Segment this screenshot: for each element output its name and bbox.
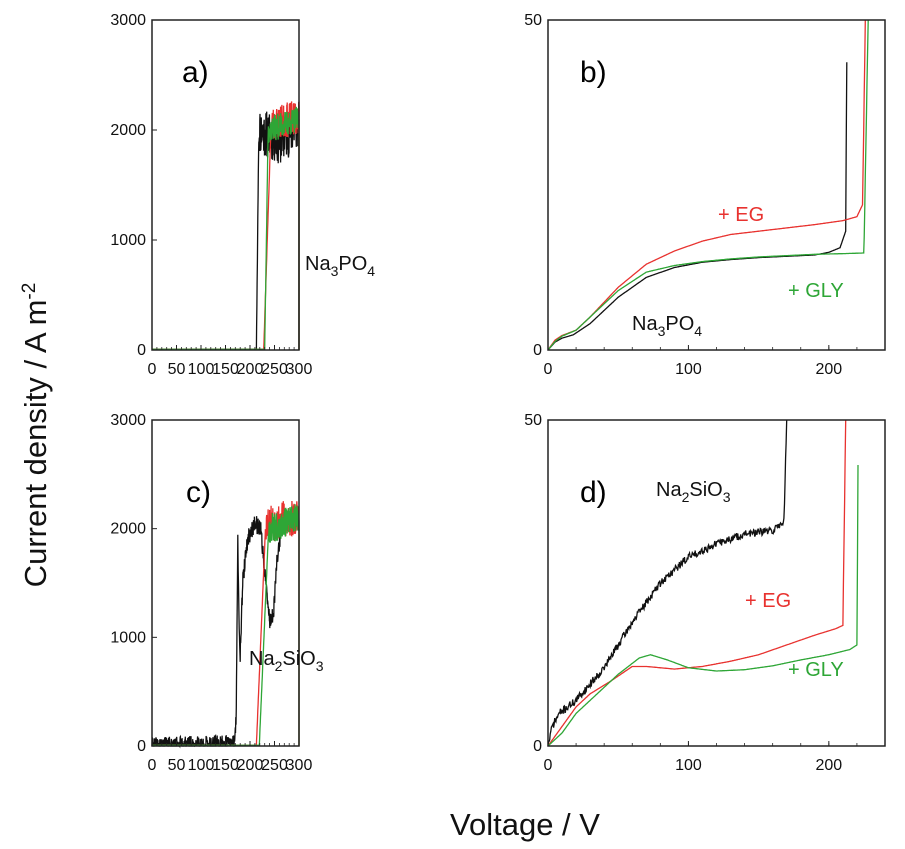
x-tick-label: 50: [168, 361, 186, 378]
y-tick-label: 50: [524, 412, 542, 429]
x-tick-label: 250: [261, 361, 288, 378]
x-tick-label: 150: [212, 757, 239, 774]
panel-b: 0 100 200 0 50 b) + EG + GLY Na3PO4: [524, 12, 886, 378]
series-layer: [152, 101, 300, 350]
x-tick-label: 50: [168, 757, 186, 774]
series-line-eg: [547, 419, 847, 747]
x-tick-label: 0: [148, 361, 157, 378]
y-tick-label: 0: [137, 738, 146, 755]
annotation-gly: + GLY: [788, 659, 844, 681]
annotation-na3po4: Na3PO4: [632, 313, 702, 339]
series-line-na: [152, 102, 300, 350]
y-tick-label: 0: [533, 738, 542, 755]
x-tick-label: 0: [148, 757, 157, 774]
tick-layer: 0 100 200 0 50: [524, 412, 886, 774]
x-tick-label: 100: [675, 757, 702, 774]
x-tick-label: 200: [815, 757, 842, 774]
panel-d: 0 100 200 0 50 d) Na2SiO3 + EG + GLY: [524, 412, 886, 774]
y-tick-label: 50: [524, 12, 542, 29]
annotation-eg: + EG: [718, 204, 764, 226]
series-line-gly: [152, 504, 300, 746]
tick-layer: 0 100 200 0 50: [524, 12, 886, 378]
panel-label: d): [580, 476, 607, 509]
series-layer: [151, 500, 300, 749]
x-tick-label: 0: [544, 757, 553, 774]
panel-label: c): [186, 476, 211, 509]
series-line-na: [151, 510, 300, 749]
y-tick-label: 3000: [110, 412, 146, 429]
plot-frame: [547, 419, 886, 747]
annotation-na2sio3: Na2SiO3: [249, 648, 324, 674]
y-tick-label: 2000: [110, 122, 146, 139]
series-line-gly: [547, 464, 859, 747]
annotation-na2sio3: Na2SiO3: [656, 479, 731, 505]
plot-frame: [151, 19, 300, 351]
x-tick-label: 200: [237, 361, 264, 378]
x-tick-label: 200: [815, 361, 842, 378]
y-tick-label: 0: [533, 342, 542, 359]
annotation-gly: + GLY: [788, 280, 844, 302]
y-tick-label: 2000: [110, 521, 146, 538]
plot-frame: [151, 419, 300, 747]
series-layer: [547, 419, 859, 747]
y-tick-label: 1000: [110, 232, 146, 249]
x-tick-label: 200: [237, 757, 264, 774]
series-line-eg: [547, 19, 866, 351]
series-line-gly: [547, 19, 869, 351]
series-line-na: [547, 419, 788, 747]
annotation-eg: + EG: [745, 590, 791, 612]
panel-label: b): [580, 56, 607, 89]
series-line-na: [547, 62, 848, 351]
x-tick-label: 300: [286, 757, 313, 774]
x-tick-label: 150: [212, 361, 239, 378]
x-tick-label: 250: [261, 757, 288, 774]
y-tick-label: 3000: [110, 12, 146, 29]
x-tick-label: 100: [188, 361, 215, 378]
y-tick-label: 1000: [110, 629, 146, 646]
series-layer: [547, 19, 869, 351]
y-axis-title: Current density / A m-2: [18, 283, 53, 588]
panel-label: a): [182, 56, 209, 89]
y-tick-label: 0: [137, 342, 146, 359]
x-tick-label: 300: [286, 361, 313, 378]
x-tick-label: 100: [675, 361, 702, 378]
annotation-na3po4: Na3PO4: [305, 253, 375, 279]
x-tick-label: 0: [544, 361, 553, 378]
x-tick-label: 100: [188, 757, 215, 774]
x-axis-title: Voltage / V: [450, 807, 600, 842]
